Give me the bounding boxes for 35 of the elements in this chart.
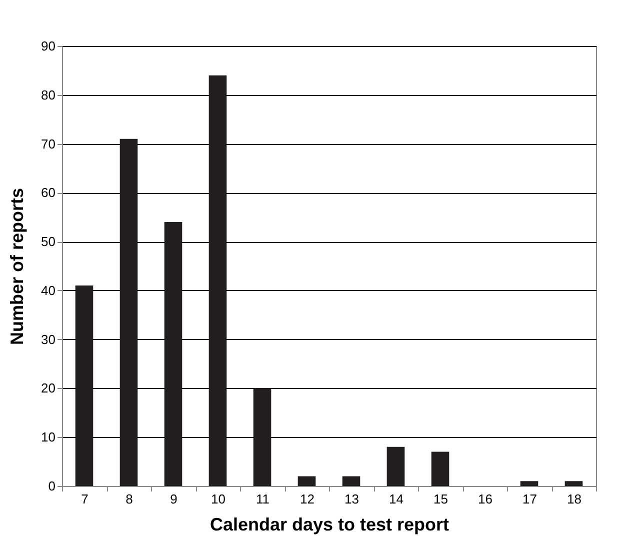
y-tick-label: 20 [41, 380, 56, 396]
y-tick-label: 60 [41, 185, 56, 200]
bar [386, 446, 405, 486]
x-tick-label: 8 [126, 492, 133, 506]
y-axis-title: Number of reports [7, 188, 28, 346]
bar [342, 476, 360, 486]
bar [75, 286, 94, 486]
y-tick-label: 70 [41, 136, 56, 152]
bar [564, 481, 583, 486]
bar [253, 388, 272, 486]
bar [298, 476, 316, 486]
y-tick-label: 80 [41, 87, 56, 102]
y-tick-label: 40 [41, 282, 56, 298]
bar [120, 138, 138, 486]
x-tick-label: 9 [170, 492, 178, 506]
bar [431, 452, 450, 486]
x-tick-label: 12 [300, 492, 314, 506]
x-tick-label: 11 [256, 492, 270, 506]
y-tick-label: 10 [41, 430, 56, 445]
x-tick-label: 17 [522, 492, 537, 506]
y-tick-label: 50 [41, 234, 56, 250]
bar [208, 75, 227, 486]
x-tick-label: 7 [81, 492, 88, 506]
x-tick-label: 13 [344, 492, 359, 506]
x-tick-label: 16 [478, 492, 492, 506]
x-tick-label: 18 [567, 492, 582, 506]
y-tick-label: 0 [48, 478, 56, 494]
x-tick-label: 10 [211, 492, 226, 506]
y-tick-label: 30 [41, 332, 56, 347]
y-tick-label: 90 [41, 38, 56, 54]
bar [164, 222, 182, 486]
x-tick-label: 15 [434, 492, 448, 506]
x-tick-label: 14 [389, 492, 404, 506]
bar [520, 481, 538, 486]
x-axis-title: Calendar days to test report [210, 514, 450, 534]
